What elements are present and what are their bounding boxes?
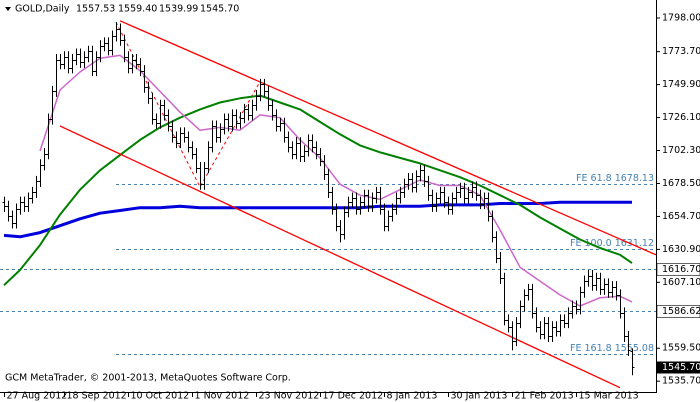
y-tick-label: 1654.70 <box>662 211 700 222</box>
level-label-box <box>656 305 700 318</box>
y-tick-label: 1749.90 <box>662 79 700 90</box>
moving-average <box>3 200 632 239</box>
header: GOLD,Daily 1557.53 1559.40 1539.99 1545.… <box>5 4 239 15</box>
channel-line <box>59 125 621 389</box>
x-tick-label: 23 Nov 2012 <box>259 391 320 402</box>
axes: 1798.00 1773.70 1749.90 1726.10 1702.30 1678.… <box>4 13 700 402</box>
fe-level-label: FE 161.8 1555.08 <box>570 343 654 354</box>
footer: GCM MetaTrader, © 2001-2013, MetaQuotes … <box>5 373 291 384</box>
header-high: 1559.40 <box>118 4 157 15</box>
y-tick-label: 1798.00 <box>662 13 700 24</box>
y-tick-label: 1773.70 <box>662 46 700 57</box>
y-tick-label: 1678.50 <box>662 178 700 189</box>
fe-level-label: FE 61.8 1678.13 <box>576 173 654 184</box>
y-tick-label: 1702.30 <box>662 145 700 156</box>
y-tick-label: 1559.50 <box>662 343 700 354</box>
y-tick-label: 1726.10 <box>662 112 700 123</box>
x-tick-label: 1 Nov 2012 <box>195 391 250 402</box>
x-tick-label: 18 Sep 2012 <box>67 391 127 402</box>
level-label: 1616.70 <box>662 264 700 275</box>
x-tick-label: 10 Oct 2012 <box>131 391 190 402</box>
price-label: 1545.70 <box>662 362 700 373</box>
header-icon <box>5 7 11 11</box>
price-label-box <box>657 361 700 374</box>
x-tick-label: 30 Jan 2013 <box>451 391 508 402</box>
level-label-box <box>656 263 700 276</box>
level-label: 1586.62 <box>662 306 700 317</box>
symbol: GOLD,Daily <box>15 4 70 15</box>
header-low: 1539.99 <box>159 4 198 15</box>
plot-area: FE 61.8 1678.13 FE 100.0 1631.12 FE 161.8 … <box>0 20 656 389</box>
y-tick-label: 1630.90 <box>662 244 700 255</box>
x-tick-label: 21 Feb 2013 <box>515 391 574 402</box>
y-tick-label: 1535.70 <box>662 376 700 387</box>
header-close: 1545.70 <box>200 4 239 15</box>
x-tick-label: 17 Dec 2012 <box>323 391 384 402</box>
fe-level-label: FE 100.0 1631.12 <box>570 238 654 249</box>
x-tick-label: 15 Mar 2013 <box>579 391 639 402</box>
channel-line <box>119 20 656 256</box>
x-tick-label: 27 Aug 2012 <box>7 391 68 402</box>
y-tick-label: 1607.10 <box>662 277 700 288</box>
x-tick-label: 8 Jan 2013 <box>387 391 438 402</box>
header-open: 1557.53 <box>76 4 115 15</box>
moving-average <box>3 94 633 286</box>
